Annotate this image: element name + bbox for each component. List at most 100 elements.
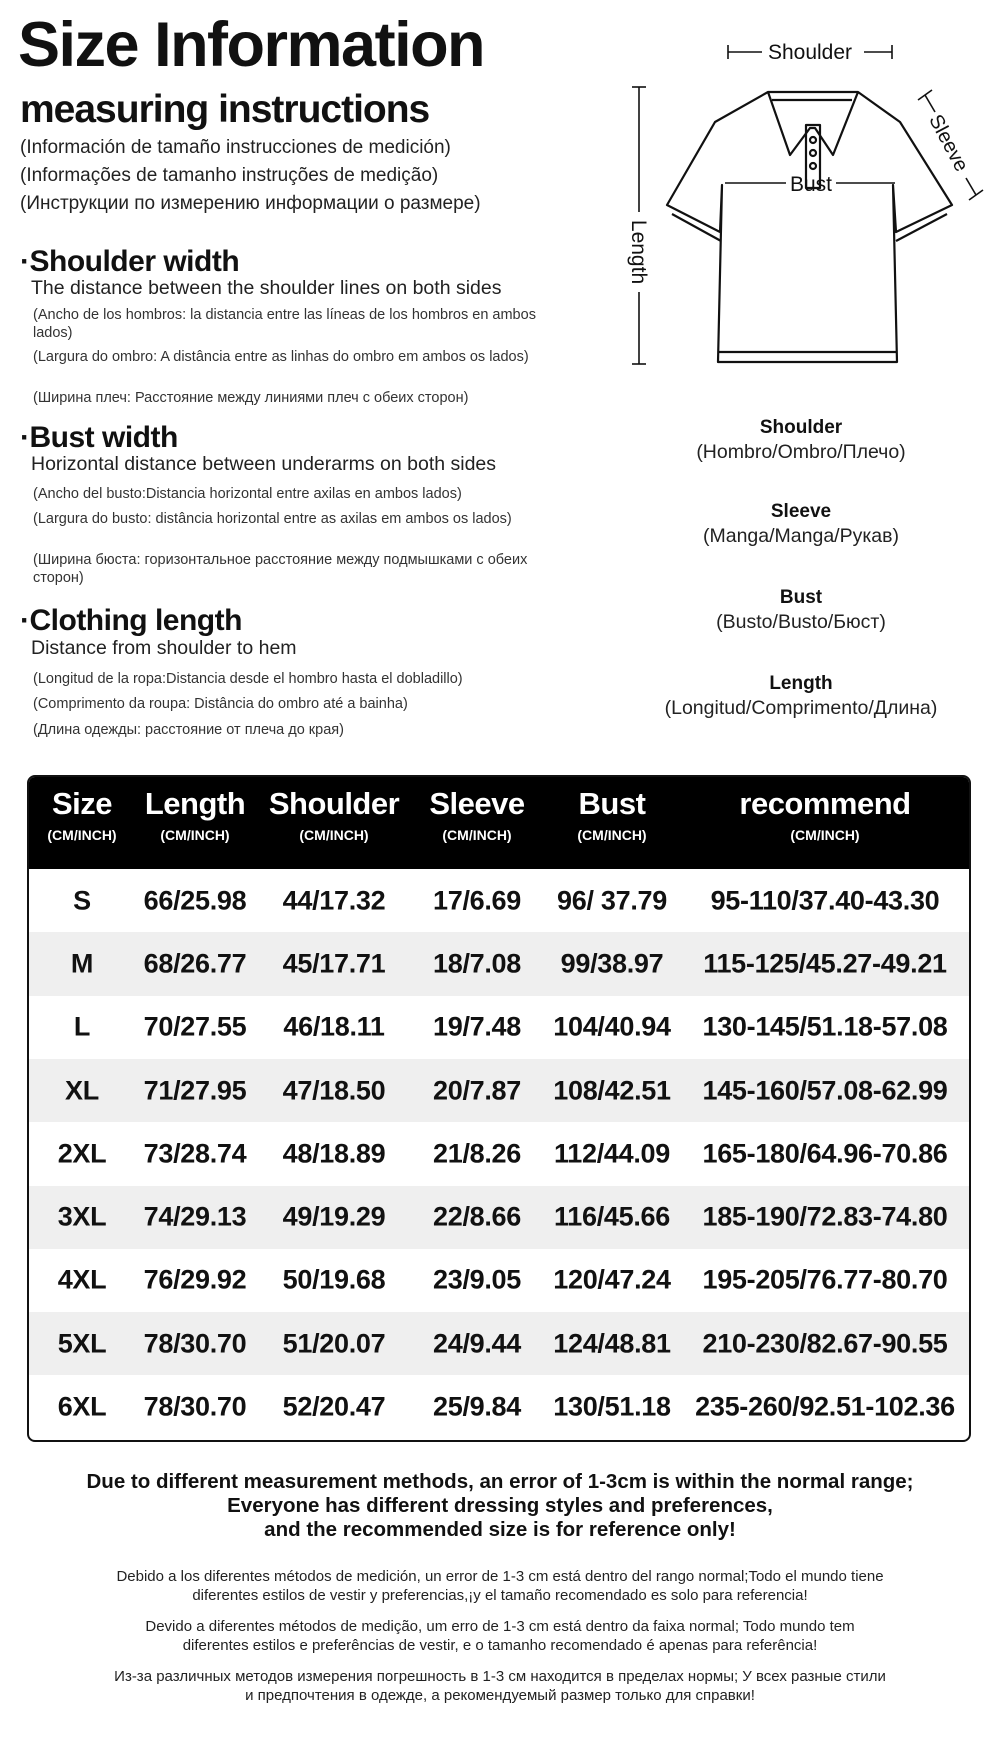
cell-size: 2XL <box>57 1138 107 1169</box>
cell-sleeve: 22/8.66 <box>433 1201 521 1232</box>
cell-bust: 99/38.97 <box>560 948 664 979</box>
diagram-label-shoulder: Shoulder <box>768 41 852 64</box>
cell-recommend: 195-205/76.77-80.70 <box>702 1264 948 1295</box>
cell-size: S <box>73 885 91 916</box>
cell-length: 70/27.55 <box>143 1011 247 1042</box>
column-title: Sleeve <box>429 786 525 821</box>
cell-recommend: 130-145/51.18-57.08 <box>702 1011 948 1042</box>
shirt-measurement-diagram: Shoulder Bust Length Sleeve <box>627 41 984 365</box>
cell-bust: 130/51.18 <box>553 1391 671 1422</box>
column-unit: (CM/INCH) <box>47 827 117 844</box>
cell-length: 76/29.92 <box>143 1264 247 1295</box>
column-title: Size <box>51 786 113 821</box>
cell-shoulder: 49/19.29 <box>282 1201 386 1232</box>
section-note-length-ru: (Длина одежды: расстояние от плеча до кр… <box>33 722 344 738</box>
subtitle-translation-pt: (Informações de tamanho instruções de me… <box>20 165 439 186</box>
cell-shoulder: 48/18.89 <box>282 1138 386 1169</box>
column-unit: (CM/INCH) <box>790 827 860 844</box>
legend-length: Length (Longitud/Comprimento/Длина) <box>621 672 981 720</box>
cell-size: 3XL <box>57 1201 107 1232</box>
cell-size: 5XL <box>57 1328 107 1359</box>
column-title: Bust <box>578 786 646 821</box>
table-row: 3XL 74/29.13 49/19.29 22/8.66 116/45.66 185-1… <box>29 1185 969 1249</box>
disclaimer-line: and the recommended size is for referenc… <box>264 1518 736 1541</box>
table-header: Size (CM/INCH) Length (CM/INCH) Shoulder (CM/… <box>29 777 969 869</box>
cell-recommend: 235-260/92.51-102.36 <box>695 1391 955 1422</box>
column-unit: (CM/INCH) <box>160 827 230 844</box>
disclaimer-line: diferentes estilos e preferências de ves… <box>182 1637 818 1654</box>
section-note-bust-es: (Ancho del busto:Distancia horizontal en… <box>33 486 462 502</box>
column-title: Length <box>144 786 246 821</box>
disclaimer-line: Due to different measurement methods, an… <box>86 1470 914 1493</box>
table-row: L 70/27.55 46/18.11 19/7.48 104/40.94 130-145… <box>29 996 969 1059</box>
table-row: 6XL 78/30.70 52/20.47 25/9.84 130/51.18 235-2… <box>29 1375 969 1438</box>
cell-sleeve: 24/9.44 <box>433 1328 521 1359</box>
cell-shoulder: 46/18.11 <box>283 1011 385 1042</box>
disclaimer-ru: Из-за различных методов измерения погреш… <box>0 1667 1000 1705</box>
disclaimer-line: Debido a los diferentes métodos de medic… <box>116 1568 884 1585</box>
section-note-bust-ru: (Ширина бюста: горизонтальное расстояние… <box>33 552 528 587</box>
legend-translation: (Hombro/Ombro/Плечо) <box>696 440 906 463</box>
cell-length: 68/26.77 <box>143 948 247 979</box>
legend-sleeve: Sleeve (Manga/Manga/Рукав) <box>621 500 981 548</box>
table-row: 2XL 73/28.74 48/18.89 21/8.26 112/44.09 165-1… <box>29 1122 969 1185</box>
legend-translation: (Longitud/Comprimento/Длина) <box>664 696 938 719</box>
section-note-shoulder-pt: (Largura do ombro: A distância entre as … <box>33 349 529 365</box>
cell-length: 66/25.98 <box>143 885 247 916</box>
disclaimer-line: и предпочтения в одежде, а рекомендуемый… <box>245 1687 755 1704</box>
cell-size: L <box>73 1011 91 1042</box>
cell-recommend: 95-110/37.40-43.30 <box>710 885 940 916</box>
cell-shoulder: 52/20.47 <box>282 1391 386 1422</box>
cell-size: 6XL <box>57 1391 107 1422</box>
disclaimer-line: Devido a diferentes métodos de medição, … <box>145 1618 855 1635</box>
cell-length: 73/28.74 <box>143 1138 247 1169</box>
table-row: 4XL 76/29.92 50/19.68 23/9.05 120/47.24 195-2… <box>29 1249 969 1312</box>
table-row: M 68/26.77 45/17.71 18/7.08 99/38.97 115-125/… <box>29 932 969 996</box>
legend-bust: Bust (Busto/Busto/Бюст) <box>621 586 981 634</box>
column-header-sleeve: Sleeve (CM/INCH) <box>429 786 525 844</box>
section-heading-length: ·Clothing length <box>20 604 242 637</box>
disclaimer-pt: Devido a diferentes métodos de medição, … <box>0 1617 1000 1655</box>
cell-recommend: 145-160/57.08-62.99 <box>702 1075 948 1106</box>
size-table: Size (CM/INCH) Length (CM/INCH) Shoulder (CM/… <box>27 775 971 1442</box>
disclaimer-es: Debido a los diferentes métodos de medic… <box>0 1567 1000 1605</box>
cell-recommend: 115-125/45.27-49.21 <box>703 948 947 979</box>
cell-sleeve: 21/8.26 <box>433 1138 521 1169</box>
column-header-recommend: recommend (CM/INCH) <box>739 786 911 844</box>
cell-bust: 116/45.66 <box>554 1201 670 1232</box>
section-note-shoulder-es: (Ancho de los hombros: la distancia entr… <box>33 307 536 342</box>
column-header-length: Length (CM/INCH) <box>144 786 246 844</box>
legend-translation: (Manga/Manga/Рукав) <box>703 524 899 547</box>
section-note-length-es: (Longitud de la ropa:Distancia desde el … <box>33 671 463 687</box>
cell-bust: 120/47.24 <box>553 1264 671 1295</box>
cell-bust: 104/40.94 <box>553 1011 671 1042</box>
column-unit: (CM/INCH) <box>442 827 512 844</box>
diagram-label-length: Length <box>627 220 650 284</box>
section-desc-shoulder: The distance between the shoulder lines … <box>31 277 502 299</box>
table-row: 5XL 78/30.70 51/20.07 24/9.44 124/48.81 210-2… <box>29 1312 969 1376</box>
subtitle-translation-ru: (Инструкции по измерению информации о ра… <box>20 193 481 214</box>
section-heading-shoulder: ·Shoulder width <box>20 245 240 278</box>
legend-translation: (Busto/Busto/Бюст) <box>716 610 886 633</box>
legend-label: Shoulder <box>759 417 843 438</box>
cell-size: XL <box>65 1075 99 1106</box>
diagram-label-bust: Bust <box>790 173 832 196</box>
legend-label: Sleeve <box>770 501 832 522</box>
cell-shoulder: 44/17.32 <box>282 885 386 916</box>
cell-bust: 96/ 37.79 <box>557 885 667 916</box>
legend-label: Length <box>769 673 833 694</box>
table-row: S 66/25.98 44/17.32 17/6.69 96/ 37.79 95-110/… <box>29 869 969 932</box>
cell-sleeve: 19/7.48 <box>433 1011 521 1042</box>
cell-length: 78/30.70 <box>143 1391 247 1422</box>
diagram-label-sleeve: Sleeve <box>924 111 972 175</box>
cell-bust: 124/48.81 <box>553 1328 671 1359</box>
section-desc-bust: Horizontal distance between underarms on… <box>31 453 497 475</box>
cell-sleeve: 25/9.84 <box>433 1391 521 1422</box>
cell-recommend: 210-230/82.67-90.55 <box>702 1328 948 1359</box>
cell-sleeve: 18/7.08 <box>433 948 521 979</box>
column-title: recommend <box>739 786 911 821</box>
column-header-size: Size (CM/INCH) <box>47 786 117 844</box>
cell-sleeve: 17/6.69 <box>433 885 521 916</box>
cell-recommend: 185-190/72.83-74.80 <box>702 1201 948 1232</box>
cell-size: M <box>70 948 94 979</box>
